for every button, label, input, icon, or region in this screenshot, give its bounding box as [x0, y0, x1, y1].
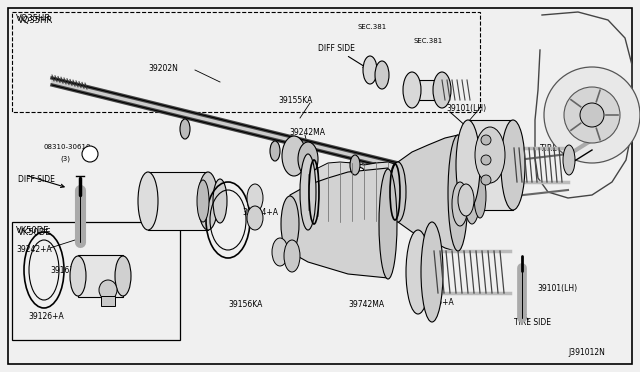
Text: VQ35HR: VQ35HR: [18, 16, 53, 25]
Text: (3): (3): [60, 156, 70, 163]
Ellipse shape: [448, 135, 468, 251]
Ellipse shape: [563, 145, 575, 175]
Text: S: S: [88, 154, 92, 160]
Circle shape: [481, 155, 491, 165]
Text: S: S: [356, 175, 360, 181]
Text: 39156KA: 39156KA: [228, 300, 262, 309]
Ellipse shape: [501, 120, 525, 210]
Text: DIFF SIDE: DIFF SIDE: [318, 44, 355, 53]
Ellipse shape: [474, 174, 486, 218]
Text: 39242MA: 39242MA: [289, 128, 325, 137]
Text: TIRE SIDE: TIRE SIDE: [514, 318, 551, 327]
Bar: [101, 296, 115, 306]
Polygon shape: [290, 168, 388, 278]
Ellipse shape: [213, 179, 227, 223]
Bar: [12, 222, 180, 340]
Ellipse shape: [464, 168, 480, 224]
Ellipse shape: [458, 184, 474, 216]
Text: 39734+A: 39734+A: [242, 208, 278, 217]
Text: 39742MA: 39742MA: [348, 300, 384, 309]
Ellipse shape: [115, 256, 131, 296]
Text: 39100A: 39100A: [434, 186, 463, 195]
Circle shape: [350, 167, 366, 183]
Ellipse shape: [475, 127, 505, 183]
Ellipse shape: [375, 61, 389, 89]
Ellipse shape: [379, 169, 397, 279]
Text: 39202N: 39202N: [148, 64, 178, 73]
Text: SEC.381: SEC.381: [358, 24, 387, 30]
Text: 39742+A: 39742+A: [296, 248, 332, 257]
Text: 39242+A: 39242+A: [16, 245, 52, 254]
Bar: [148, 172, 208, 230]
Ellipse shape: [363, 56, 377, 84]
Circle shape: [580, 103, 604, 127]
Circle shape: [481, 175, 491, 185]
Ellipse shape: [406, 230, 430, 314]
Ellipse shape: [456, 120, 480, 210]
Text: 39125+A: 39125+A: [418, 298, 454, 307]
Ellipse shape: [138, 172, 158, 230]
Ellipse shape: [180, 119, 190, 139]
Ellipse shape: [298, 142, 318, 176]
Bar: [412, 80, 442, 100]
Ellipse shape: [247, 206, 263, 230]
Ellipse shape: [433, 72, 451, 108]
Ellipse shape: [281, 196, 299, 252]
Ellipse shape: [198, 172, 218, 230]
Ellipse shape: [197, 180, 209, 222]
Ellipse shape: [272, 238, 288, 266]
Polygon shape: [398, 135, 458, 252]
Text: 39101(LH): 39101(LH): [537, 284, 577, 293]
Text: DIFF SIDE: DIFF SIDE: [18, 175, 55, 184]
Circle shape: [564, 87, 620, 143]
Text: 39126+A: 39126+A: [165, 192, 201, 201]
Text: 08915-1381A: 08915-1381A: [344, 162, 392, 168]
Circle shape: [544, 67, 640, 163]
Text: 08310-30610: 08310-30610: [44, 144, 92, 150]
Text: TIRE SIDE: TIRE SIDE: [540, 144, 577, 153]
Circle shape: [481, 135, 491, 145]
Circle shape: [82, 146, 98, 162]
Ellipse shape: [284, 240, 300, 272]
Text: 39234: 39234: [428, 218, 452, 227]
Bar: [12, 12, 480, 112]
Ellipse shape: [421, 222, 443, 322]
Text: 39155KA: 39155KA: [278, 96, 312, 105]
Text: 39161: 39161: [50, 266, 74, 275]
Ellipse shape: [99, 280, 117, 300]
Ellipse shape: [282, 136, 306, 176]
Bar: [468, 120, 513, 210]
Text: 39161: 39161: [148, 210, 172, 219]
Ellipse shape: [270, 141, 280, 161]
Ellipse shape: [452, 182, 468, 226]
Ellipse shape: [300, 154, 316, 230]
Ellipse shape: [390, 162, 406, 222]
Text: 39126+A: 39126+A: [28, 312, 64, 321]
Text: VK50DE: VK50DE: [18, 228, 51, 237]
Ellipse shape: [247, 184, 263, 212]
Text: (6): (6): [362, 174, 372, 180]
Ellipse shape: [70, 256, 86, 296]
Text: J391012N: J391012N: [568, 348, 605, 357]
Text: VQ35HR: VQ35HR: [16, 14, 51, 23]
Polygon shape: [52, 78, 500, 195]
Bar: [78, 255, 123, 297]
Text: SEC.381: SEC.381: [414, 38, 444, 44]
Ellipse shape: [350, 155, 360, 175]
Ellipse shape: [403, 72, 421, 108]
Polygon shape: [308, 162, 398, 222]
Text: VK50DE: VK50DE: [16, 226, 49, 235]
Text: 39101(LH): 39101(LH): [446, 104, 486, 113]
